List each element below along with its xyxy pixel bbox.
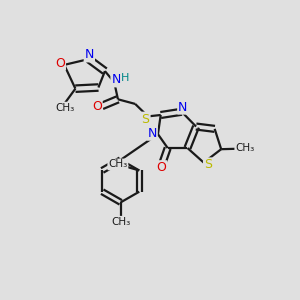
Text: H: H (121, 73, 130, 83)
Text: O: O (157, 161, 166, 174)
Text: CH₃: CH₃ (112, 217, 131, 227)
Text: S: S (204, 158, 212, 171)
Text: N: N (85, 48, 94, 62)
Text: N: N (178, 100, 188, 114)
Text: N: N (111, 74, 121, 86)
Text: O: O (92, 100, 102, 113)
Text: N: N (147, 127, 157, 140)
Text: CH₃: CH₃ (235, 143, 254, 153)
Text: S: S (142, 113, 150, 126)
Text: CH₃: CH₃ (108, 159, 128, 170)
Text: CH₃: CH₃ (56, 103, 75, 112)
Text: O: O (55, 56, 65, 70)
